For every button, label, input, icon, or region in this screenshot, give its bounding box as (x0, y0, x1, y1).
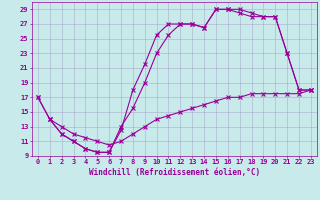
X-axis label: Windchill (Refroidissement éolien,°C): Windchill (Refroidissement éolien,°C) (89, 168, 260, 177)
